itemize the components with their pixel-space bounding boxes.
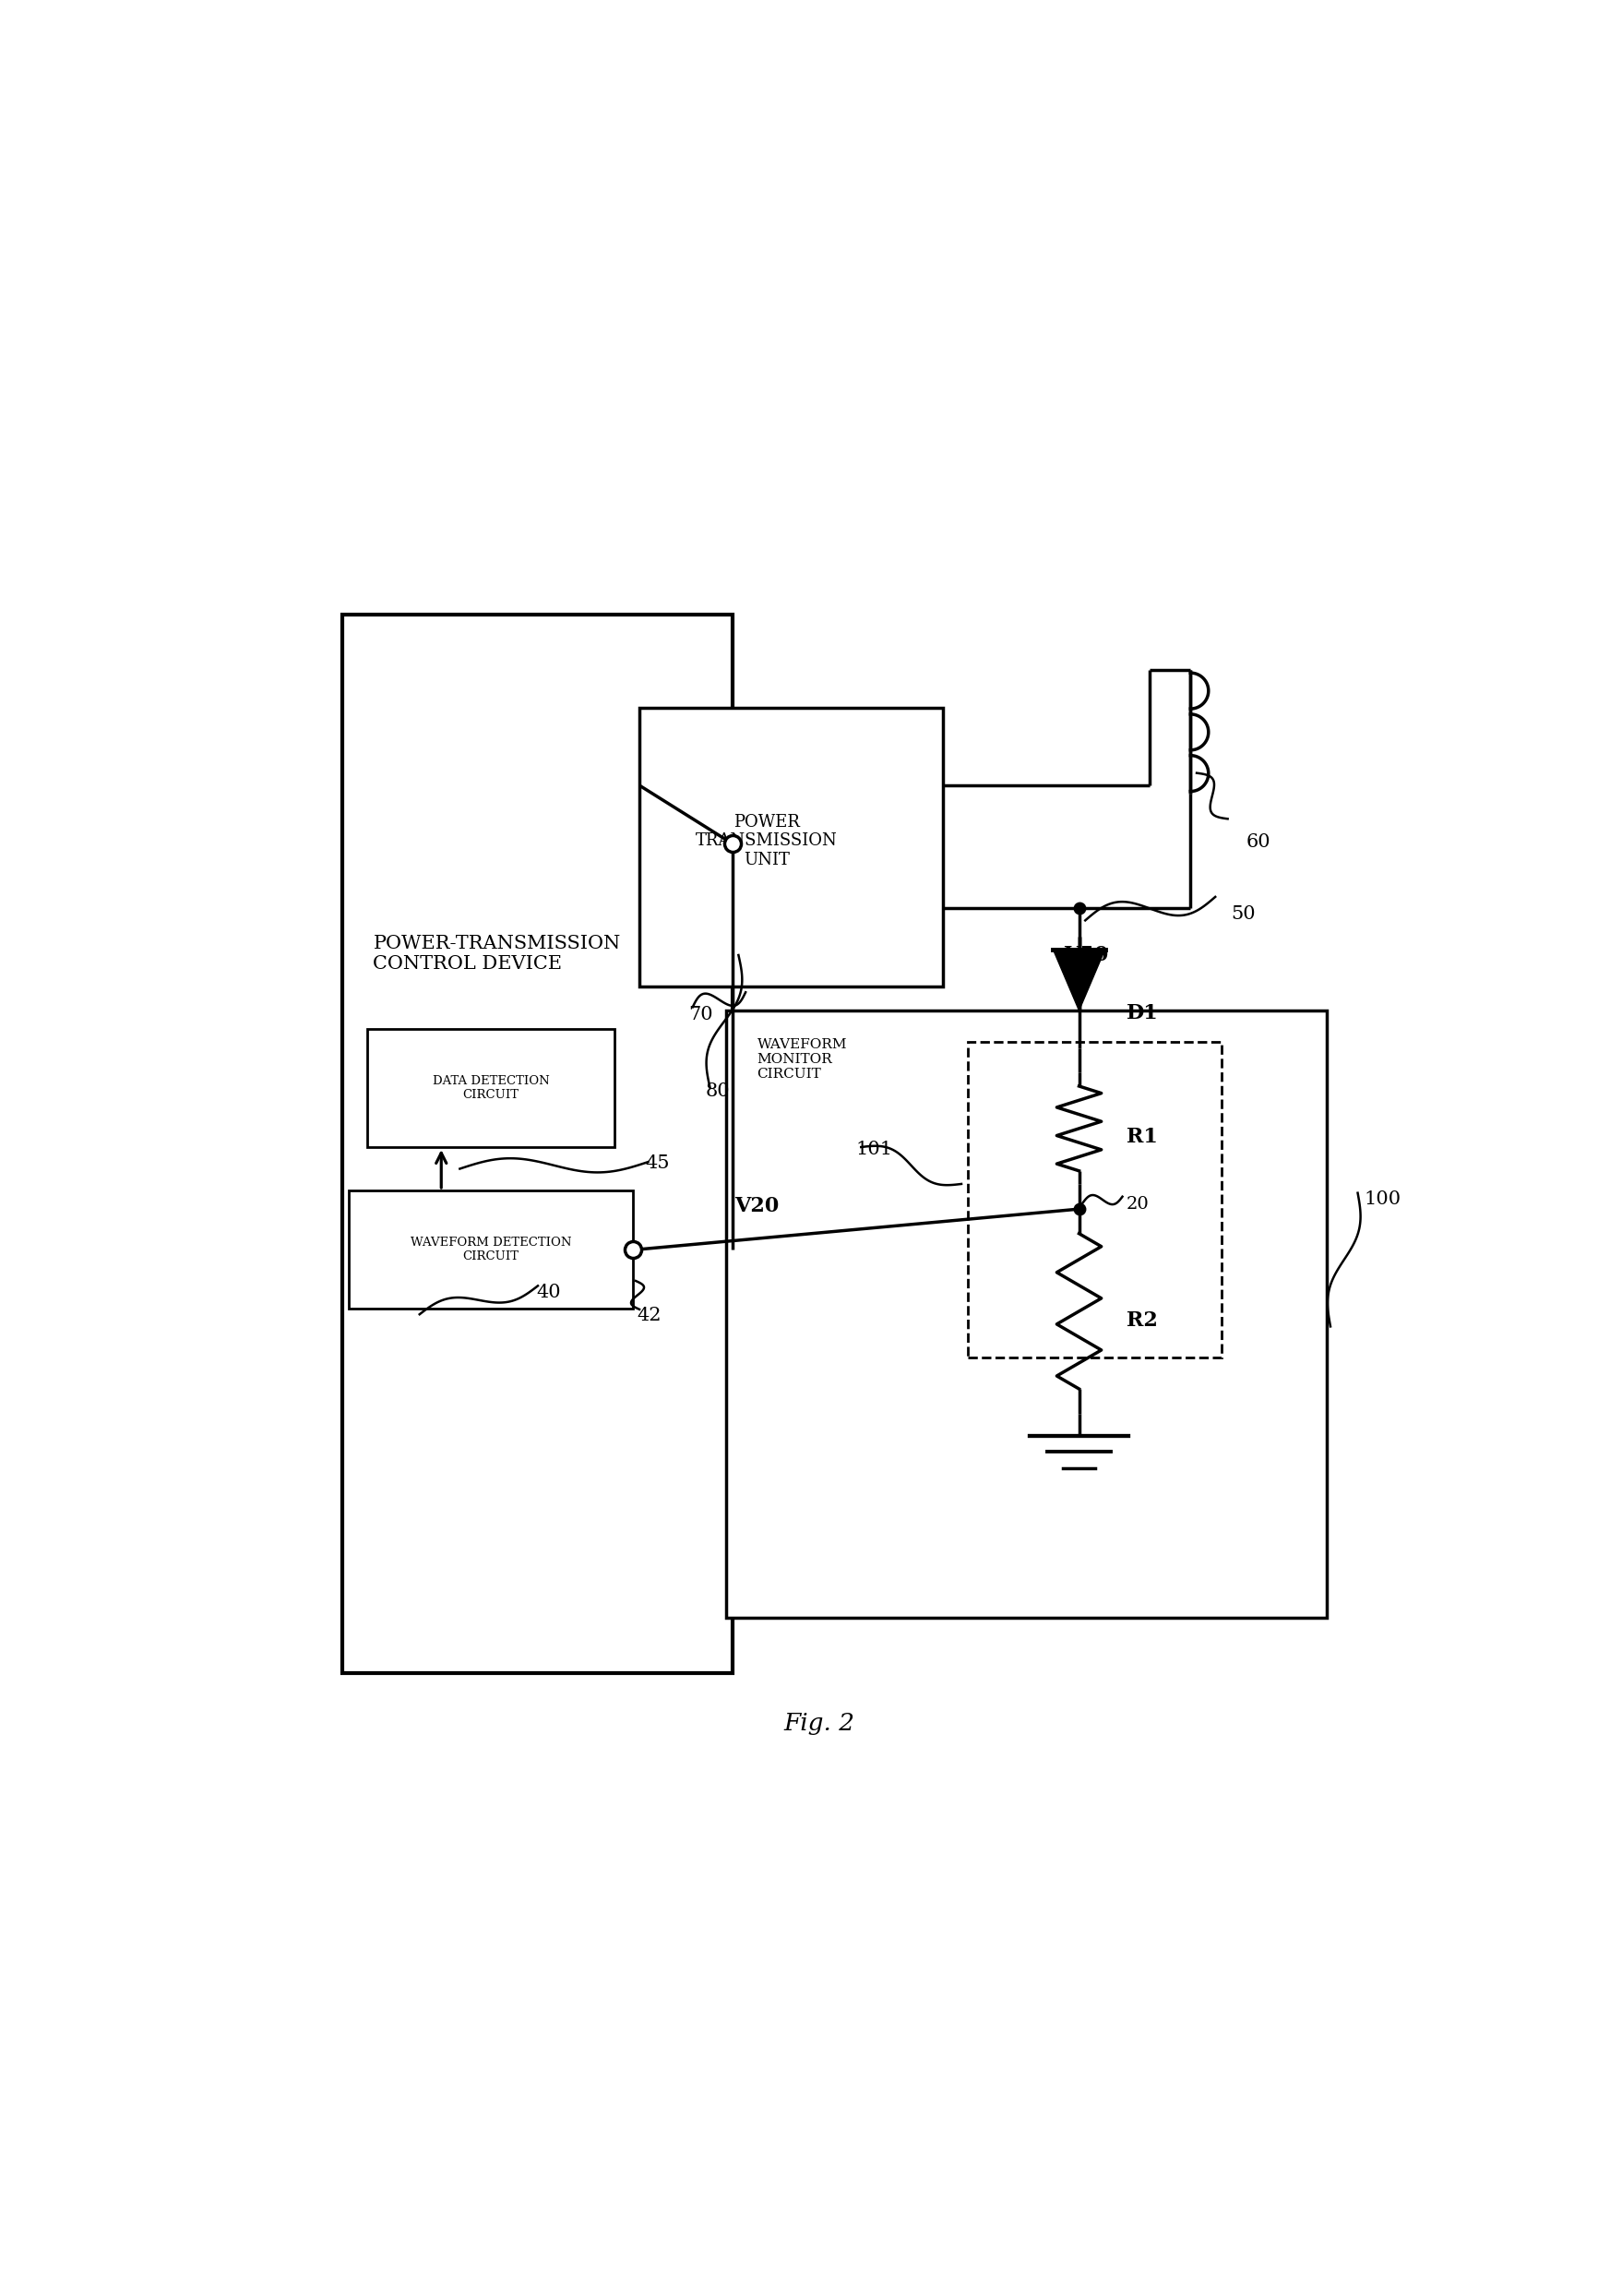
- Text: POWER-TRANSMISSION
CONTROL DEVICE: POWER-TRANSMISSION CONTROL DEVICE: [374, 934, 620, 971]
- Text: 45: 45: [646, 1155, 670, 1171]
- Text: V20: V20: [735, 1196, 780, 1217]
- Text: R2: R2: [1127, 1311, 1157, 1332]
- Text: 80: 80: [705, 1084, 730, 1100]
- Text: POWER
TRANSMISSION
UNIT: POWER TRANSMISSION UNIT: [695, 813, 837, 868]
- Text: DATA DETECTION
CIRCUIT: DATA DETECTION CIRCUIT: [433, 1075, 550, 1102]
- Text: 100: 100: [1363, 1189, 1401, 1208]
- Bar: [348, 1189, 633, 1309]
- Text: 42: 42: [638, 1306, 662, 1325]
- Bar: [639, 707, 943, 985]
- Text: Fig. 2: Fig. 2: [783, 1711, 855, 1736]
- Text: 101: 101: [857, 1141, 893, 1159]
- Bar: [725, 1010, 1326, 1619]
- Text: R1: R1: [1127, 1127, 1157, 1148]
- Text: V50: V50: [1064, 946, 1109, 964]
- Text: 20: 20: [1127, 1196, 1149, 1212]
- Text: 50: 50: [1232, 905, 1256, 923]
- Polygon shape: [1053, 948, 1106, 1010]
- Text: D1: D1: [1127, 1003, 1159, 1024]
- Text: 60: 60: [1246, 833, 1270, 852]
- Text: 40: 40: [537, 1283, 561, 1302]
- Text: WAVEFORM
MONITOR
CIRCUIT: WAVEFORM MONITOR CIRCUIT: [757, 1038, 847, 1081]
- Text: 70: 70: [689, 1006, 713, 1024]
- Bar: [968, 1042, 1221, 1357]
- Bar: [342, 615, 732, 1674]
- Text: WAVEFORM DETECTION
CIRCUIT: WAVEFORM DETECTION CIRCUIT: [411, 1235, 572, 1263]
- Bar: [368, 1029, 615, 1148]
